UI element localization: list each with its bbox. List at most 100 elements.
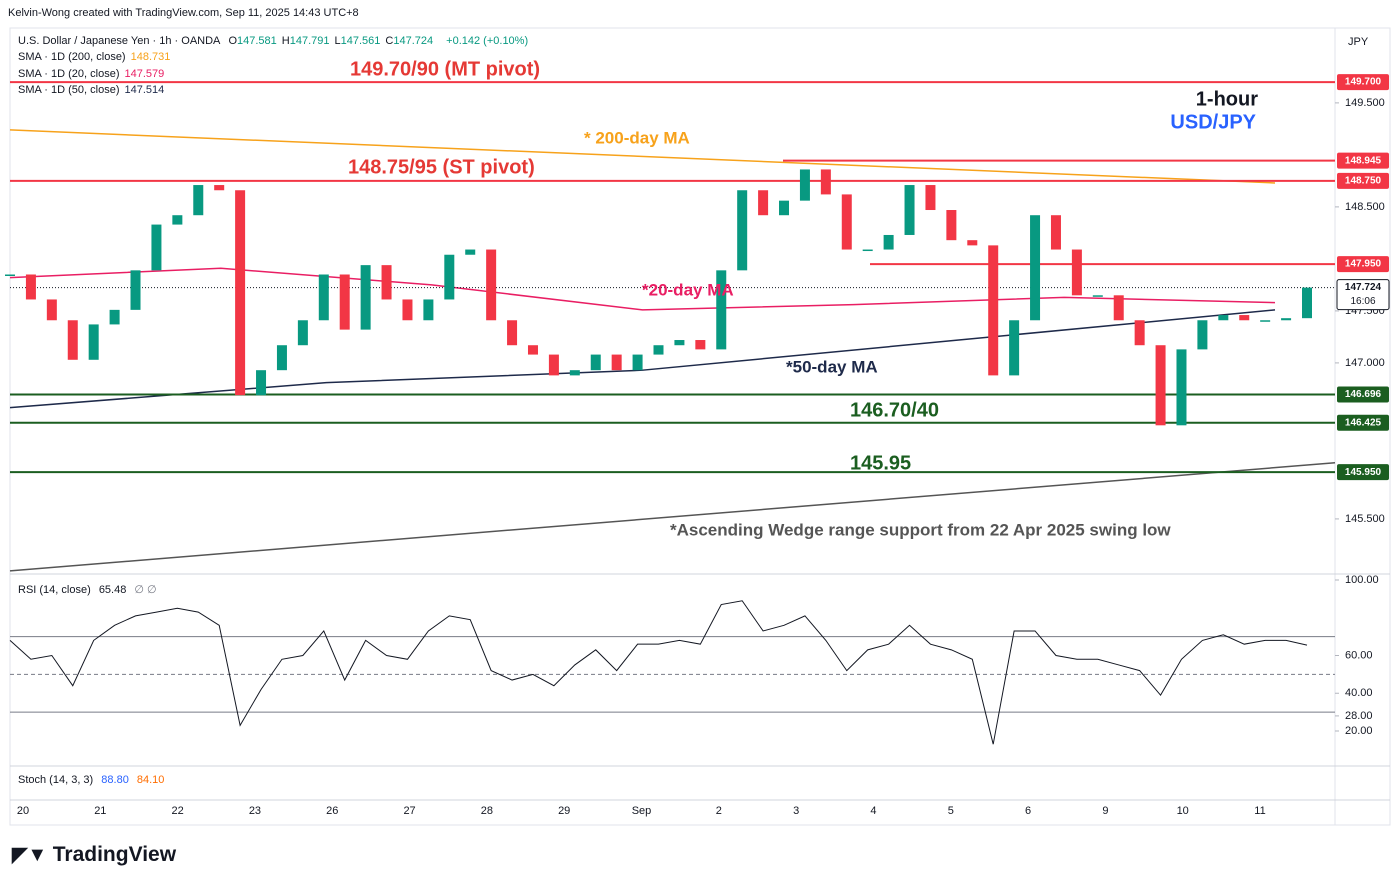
candle — [883, 234, 894, 250]
x-tick-label: 20 — [17, 805, 29, 817]
sma-legend-row: SMA · 1D (200, close) 148.731 — [18, 51, 175, 63]
candle — [799, 169, 810, 201]
sma-name: SMA · 1D (200, close) — [18, 51, 126, 63]
candle — [758, 190, 769, 216]
rsi-extra: ∅ ∅ — [134, 584, 157, 596]
x-tick-label: 5 — [948, 805, 954, 817]
x-tick-label: 29 — [558, 805, 570, 817]
candle — [611, 354, 622, 371]
rsi-value: 65.48 — [98, 584, 127, 596]
candle — [444, 254, 455, 300]
ohlc-value: 147.581 — [237, 35, 277, 47]
last-price-time: 16:06 — [1350, 296, 1375, 307]
annotation: *50-day MA — [786, 357, 878, 376]
level-label: 148.945 — [1345, 155, 1382, 166]
ohlc-label: O — [228, 35, 238, 47]
frame — [9, 27, 1391, 826]
y-tick-label: 149.500 — [1345, 97, 1385, 109]
candle — [904, 185, 915, 235]
rsi-tick-label: 20.00 — [1345, 725, 1373, 737]
candle — [674, 340, 685, 346]
x-tick-label: 28 — [481, 805, 493, 817]
annotation: 148.75/95 (ST pivot) — [348, 156, 535, 178]
candle — [381, 265, 392, 300]
level-tag — [1337, 464, 1389, 481]
x-tick-label: 3 — [793, 805, 799, 817]
rsi-tick-label: 40.00 — [1345, 687, 1373, 699]
x-tick-label: 10 — [1177, 805, 1189, 817]
stoch-d: 84.10 — [136, 774, 165, 786]
candle — [5, 274, 15, 276]
annotation: 149.70/90 (MT pivot) — [350, 58, 540, 80]
candle — [297, 320, 308, 346]
candle — [695, 340, 706, 350]
candle — [214, 185, 225, 191]
level-tag — [1337, 386, 1389, 403]
candle — [946, 210, 957, 241]
candle — [109, 309, 120, 325]
moving-average — [9, 129, 1276, 184]
candle — [88, 324, 99, 360]
trendline — [9, 462, 1336, 572]
candle — [256, 370, 267, 396]
annotation: 146.70/40 — [850, 399, 939, 421]
currency: JPY — [1348, 36, 1369, 48]
rsi-line — [9, 600, 1308, 745]
candle — [862, 249, 873, 252]
candle — [1239, 315, 1250, 321]
candle — [507, 320, 518, 346]
candle — [276, 345, 287, 371]
ohlc-label: H — [281, 35, 290, 47]
ohlc-value: 147.561 — [340, 35, 381, 47]
candle — [569, 370, 580, 376]
x-tick-label: 2 — [716, 805, 722, 817]
sma-last: 148.731 — [130, 51, 171, 63]
candle — [67, 320, 78, 360]
candle — [486, 249, 497, 321]
candle — [193, 185, 204, 216]
y-tick-label: 148.500 — [1345, 201, 1385, 213]
stoch-k: 88.80 — [101, 774, 129, 786]
candle — [1197, 320, 1208, 350]
x-tick-label: 11 — [1254, 805, 1265, 817]
annotation: 145.95 — [850, 452, 911, 474]
x-tick-label: 27 — [403, 805, 415, 817]
symbol: U.S. Dollar / Japanese Yen · 1h · OANDA — [18, 35, 221, 47]
y-tick-label: 147.000 — [1345, 357, 1385, 369]
x-tick-label: 21 — [94, 805, 106, 817]
candle — [172, 215, 183, 225]
ohlc-label: L — [334, 35, 341, 47]
branding: ◤▼ TradingView — [12, 843, 177, 866]
candle — [151, 224, 162, 271]
level-tag — [1337, 172, 1389, 189]
candle — [465, 249, 476, 255]
chart-title: 1-hour — [1196, 88, 1258, 110]
annotation: *20-day MA — [642, 280, 734, 299]
candle — [1009, 320, 1020, 376]
candle — [590, 354, 601, 371]
change: +0.142 (+0.10%) — [446, 35, 529, 47]
candle — [1176, 349, 1187, 426]
last-price-tag — [1336, 279, 1390, 311]
x-tick-label: 9 — [1102, 805, 1108, 817]
candle — [235, 190, 246, 396]
candle — [339, 274, 350, 330]
candle — [1302, 287, 1312, 319]
stoch-legend: Stoch (14, 3, 3) 88.80 84.10 — [18, 774, 169, 786]
candle — [988, 245, 999, 376]
candle — [1134, 320, 1145, 346]
candle — [423, 299, 434, 321]
rsi-legend: RSI (14, close) 65.48 ∅ ∅ — [18, 583, 162, 596]
level-label: 146.696 — [1345, 389, 1382, 400]
y-tick-label: 145.500 — [1345, 513, 1385, 525]
sma-legend-row: SMA · 1D (50, close) 147.514 — [18, 84, 169, 96]
x-tick-label: 4 — [870, 805, 876, 817]
ohlc-value: 147.791 — [289, 35, 330, 47]
candle — [653, 345, 664, 355]
candle — [1092, 295, 1103, 297]
level-tag — [1337, 414, 1389, 431]
sma-last: 147.514 — [124, 84, 165, 96]
rsi-title: RSI (14, close) — [18, 584, 91, 596]
